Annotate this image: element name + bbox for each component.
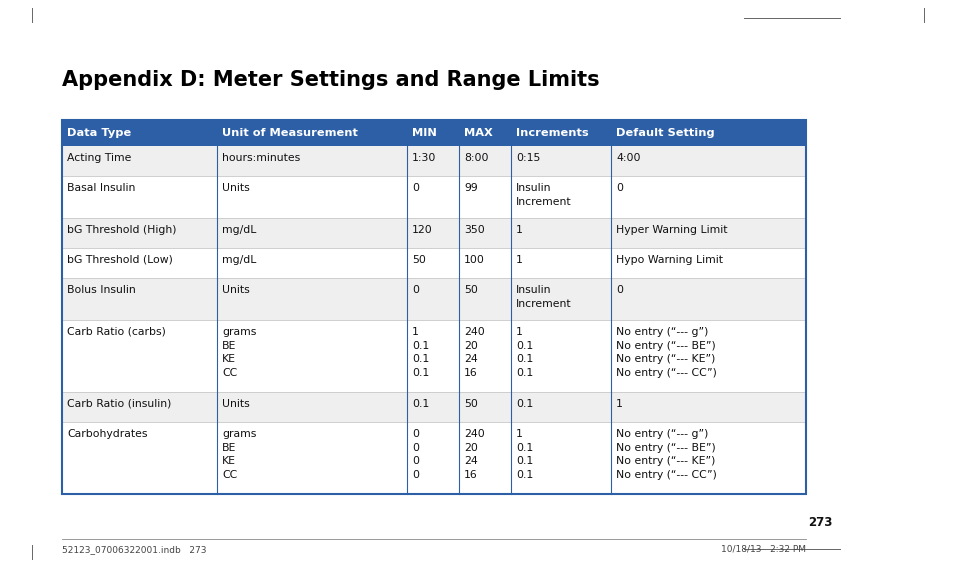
Bar (62, 120, 805, 494)
Bar (62, 392, 805, 422)
Text: bG Threshold (Low): bG Threshold (Low) (67, 255, 172, 265)
Text: bG Threshold (High): bG Threshold (High) (67, 225, 176, 235)
Text: Insulin
Increment: Insulin Increment (516, 183, 571, 206)
Text: 240
20
24
16: 240 20 24 16 (463, 429, 484, 480)
Bar (62, 176, 805, 218)
Text: Default Setting: Default Setting (616, 128, 714, 138)
Text: Carb Ratio (carbs): Carb Ratio (carbs) (67, 327, 166, 337)
Text: Basal Insulin: Basal Insulin (67, 183, 135, 193)
Text: 50: 50 (412, 255, 425, 265)
Text: 273: 273 (807, 516, 832, 529)
Text: Hypo Warning Limit: Hypo Warning Limit (616, 255, 722, 265)
Text: 50: 50 (463, 285, 477, 295)
Text: 4:00: 4:00 (616, 153, 639, 163)
Text: 1
0.1
0.1
0.1: 1 0.1 0.1 0.1 (516, 429, 533, 480)
Text: 100: 100 (463, 255, 484, 265)
Text: Acting Time: Acting Time (67, 153, 132, 163)
Text: 0
0
0
0: 0 0 0 0 (412, 429, 418, 480)
Text: grams
BE
KE
CC: grams BE KE CC (222, 327, 256, 378)
Text: 50: 50 (463, 399, 477, 409)
Text: Bolus Insulin: Bolus Insulin (67, 285, 135, 295)
Text: 10/18/13   2:32 PM: 10/18/13 2:32 PM (720, 545, 805, 554)
Text: mg/dL: mg/dL (222, 255, 256, 265)
Text: Units: Units (222, 285, 250, 295)
Bar (62, 278, 805, 320)
Text: grams
BE
KE
CC: grams BE KE CC (222, 429, 256, 480)
Bar (62, 120, 805, 146)
Text: Hyper Warning Limit: Hyper Warning Limit (616, 225, 727, 235)
Text: 0:15: 0:15 (516, 153, 539, 163)
Text: Carb Ratio (insulin): Carb Ratio (insulin) (67, 399, 172, 409)
Text: 52123_07006322001.indb   273: 52123_07006322001.indb 273 (62, 545, 206, 554)
Text: 99: 99 (463, 183, 477, 193)
Text: mg/dL: mg/dL (222, 225, 256, 235)
Text: 0.1: 0.1 (516, 399, 533, 409)
Text: Insulin
Increment: Insulin Increment (516, 285, 571, 308)
Text: 0: 0 (616, 183, 622, 193)
Text: 1
0.1
0.1
0.1: 1 0.1 0.1 0.1 (516, 327, 533, 378)
Text: No entry (“--- g”)
No entry (“--- BE”)
No entry (“--- KE”)
No entry (“--- CC”): No entry (“--- g”) No entry (“--- BE”) N… (616, 327, 716, 378)
Text: 8:00: 8:00 (463, 153, 488, 163)
Bar (62, 248, 805, 278)
Text: 1: 1 (516, 225, 522, 235)
Text: 1: 1 (516, 255, 522, 265)
Text: Units: Units (222, 183, 250, 193)
Text: 0: 0 (412, 183, 418, 193)
Bar (62, 320, 805, 392)
Text: Appendix D: Meter Settings and Range Limits: Appendix D: Meter Settings and Range Lim… (62, 70, 599, 90)
Text: 120: 120 (412, 225, 433, 235)
Text: Units: Units (222, 399, 250, 409)
Text: MAX: MAX (463, 128, 493, 138)
Text: 0: 0 (412, 285, 418, 295)
Text: 1: 1 (616, 399, 622, 409)
Text: Increments: Increments (516, 128, 588, 138)
Text: 0.1: 0.1 (412, 399, 429, 409)
Text: 0: 0 (616, 285, 622, 295)
Text: Carbohydrates: Carbohydrates (67, 429, 148, 439)
Text: Data Type: Data Type (67, 128, 132, 138)
Text: hours:minutes: hours:minutes (222, 153, 300, 163)
Bar (62, 146, 805, 176)
Text: 1
0.1
0.1
0.1: 1 0.1 0.1 0.1 (412, 327, 429, 378)
Text: MIN: MIN (412, 128, 436, 138)
Text: No entry (“--- g”)
No entry (“--- BE”)
No entry (“--- KE”)
No entry (“--- CC”): No entry (“--- g”) No entry (“--- BE”) N… (616, 429, 716, 480)
Text: 350: 350 (463, 225, 484, 235)
Text: 240
20
24
16: 240 20 24 16 (463, 327, 484, 378)
Bar (62, 218, 805, 248)
Bar (62, 422, 805, 494)
Text: Unit of Measurement: Unit of Measurement (222, 128, 357, 138)
Text: 1:30: 1:30 (412, 153, 436, 163)
